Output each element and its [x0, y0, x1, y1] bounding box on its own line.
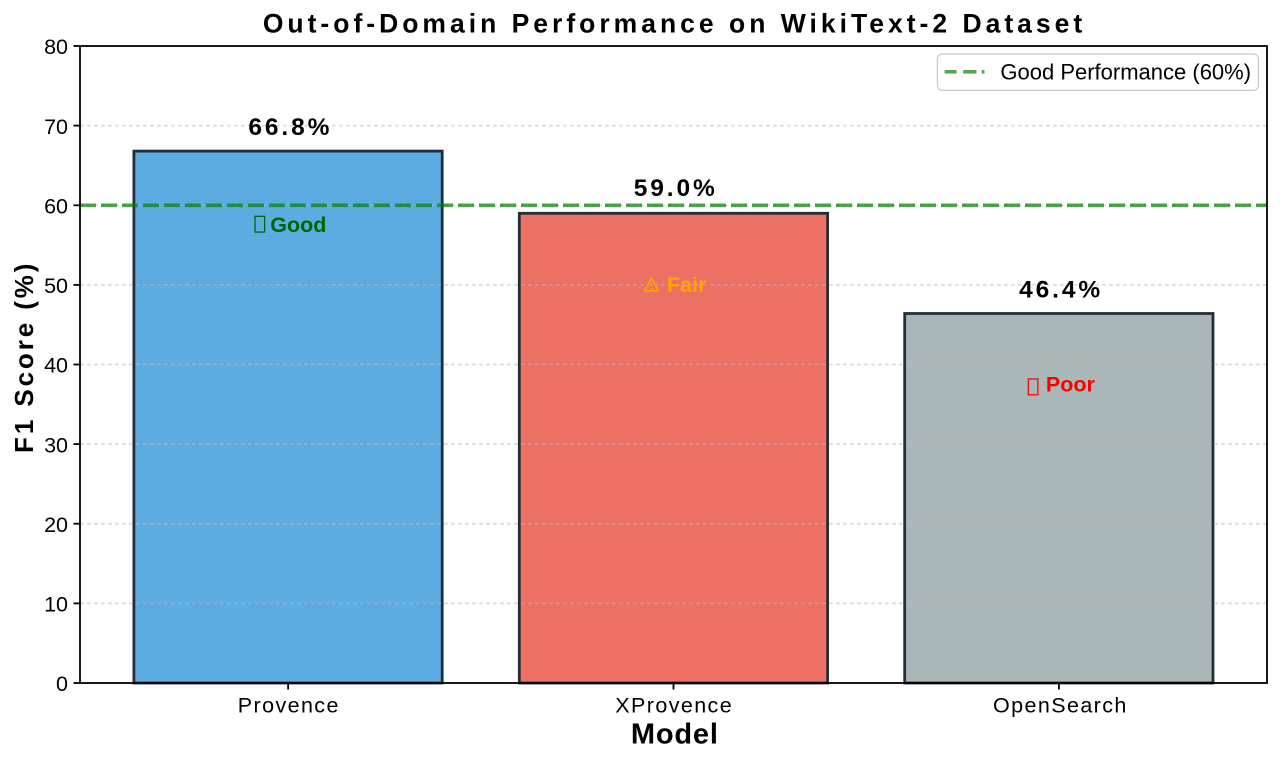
svg-text:20: 20 — [44, 513, 68, 537]
svg-text:30: 30 — [44, 433, 68, 457]
svg-text:0: 0 — [56, 672, 68, 696]
svg-text:Good Performance (60%): Good Performance (60%) — [1000, 60, 1251, 85]
svg-text:60: 60 — [44, 195, 68, 219]
svg-text:66.8%: 66.8% — [248, 114, 332, 141]
svg-text:Good: Good — [270, 213, 326, 237]
svg-text:40: 40 — [44, 354, 68, 378]
svg-text:OpenSearch: OpenSearch — [993, 694, 1128, 718]
svg-text:F1 Score (%): F1 Score (%) — [9, 261, 39, 453]
svg-text:80: 80 — [44, 35, 68, 59]
svg-text:Out-of-Domain Performance on W: Out-of-Domain Performance on WikiText-2 … — [263, 9, 1086, 39]
svg-text:Fair: Fair — [667, 273, 707, 297]
svg-text:59.0%: 59.0% — [634, 175, 718, 202]
svg-text:XProvence: XProvence — [615, 694, 733, 718]
svg-text:Provence: Provence — [238, 694, 340, 718]
svg-text:Model: Model — [631, 718, 719, 750]
svg-text:Poor: Poor — [1046, 373, 1096, 397]
svg-text:46.4%: 46.4% — [1019, 276, 1103, 303]
svg-text:50: 50 — [44, 274, 68, 298]
svg-text:10: 10 — [44, 593, 68, 617]
svg-text:70: 70 — [44, 115, 68, 139]
